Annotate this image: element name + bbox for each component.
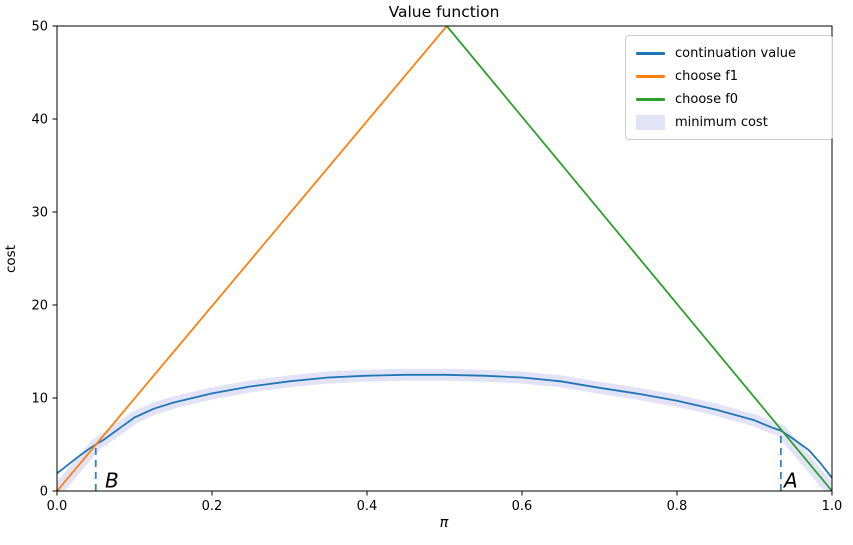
- threshold-guides: [94, 430, 782, 491]
- x-tick-label: 0.2: [202, 499, 223, 514]
- legend-label: choose f0: [675, 92, 739, 107]
- choose-f0-line-swatch: [636, 98, 665, 101]
- x-tick-label: 0.0: [47, 499, 68, 514]
- legend-item-choose-f0: choose f0: [636, 91, 825, 108]
- y-tick-label: 40: [31, 113, 48, 128]
- minimum-cost-patch-swatch: [636, 115, 665, 130]
- continuation-value-line-swatch: [636, 52, 665, 55]
- axis-ticks: 0.0 0.2 0.4 0.6 0.8 1.0 0 10 20 30 40 50: [31, 20, 842, 515]
- y-tick-label: 20: [31, 299, 48, 314]
- y-tick-label: 0: [40, 485, 48, 500]
- legend-label: continuation value: [675, 46, 797, 61]
- y-tick-label: 10: [31, 392, 48, 407]
- series-choose-f1: [57, 26, 448, 491]
- choose-f1-line-swatch: [636, 75, 665, 78]
- y-tick-label: 50: [31, 20, 48, 35]
- annotation-B: B: [105, 469, 119, 493]
- legend-label: minimum cost: [675, 115, 768, 130]
- legend: continuation value choose f1 choose f0 m…: [625, 35, 833, 140]
- x-tick-label: 0.8: [667, 499, 688, 514]
- x-tick-label: 0.6: [512, 499, 533, 514]
- series-choose-f0: [446, 26, 832, 491]
- chart-title: Value function: [389, 3, 500, 21]
- legend-label: choose f1: [675, 69, 739, 84]
- legend-item-continuation-value: continuation value: [636, 45, 825, 62]
- annotation-A: A: [782, 469, 798, 493]
- y-tick-label: 30: [31, 206, 48, 221]
- x-tick-label: 0.4: [357, 499, 378, 514]
- axes-spines: [56, 25, 833, 492]
- series-lines: [57, 26, 832, 491]
- x-axis-label: π: [440, 515, 449, 531]
- legend-item-choose-f1: choose f1: [636, 68, 825, 85]
- y-axis-label: cost: [3, 245, 19, 273]
- legend-item-minimum-cost: minimum cost: [636, 114, 825, 131]
- x-tick-label: 1.0: [822, 499, 843, 514]
